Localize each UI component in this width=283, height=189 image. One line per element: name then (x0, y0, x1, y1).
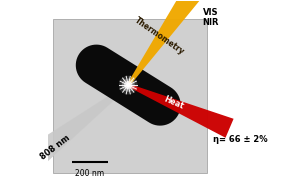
Text: VIS
NIR: VIS NIR (203, 8, 219, 27)
Polygon shape (76, 45, 181, 126)
Text: Heat: Heat (162, 95, 185, 111)
Text: η= 66 ± 2%: η= 66 ± 2% (213, 135, 267, 144)
Text: 200 nm: 200 nm (75, 169, 104, 178)
Bar (53, 19, 207, 173)
Circle shape (126, 83, 130, 87)
Circle shape (122, 79, 135, 92)
Polygon shape (127, 0, 202, 86)
Circle shape (119, 76, 138, 94)
Polygon shape (31, 84, 129, 164)
Polygon shape (128, 84, 233, 138)
Circle shape (124, 81, 132, 89)
Text: Thermometry: Thermometry (133, 16, 186, 57)
Text: 808 nm: 808 nm (38, 133, 72, 161)
